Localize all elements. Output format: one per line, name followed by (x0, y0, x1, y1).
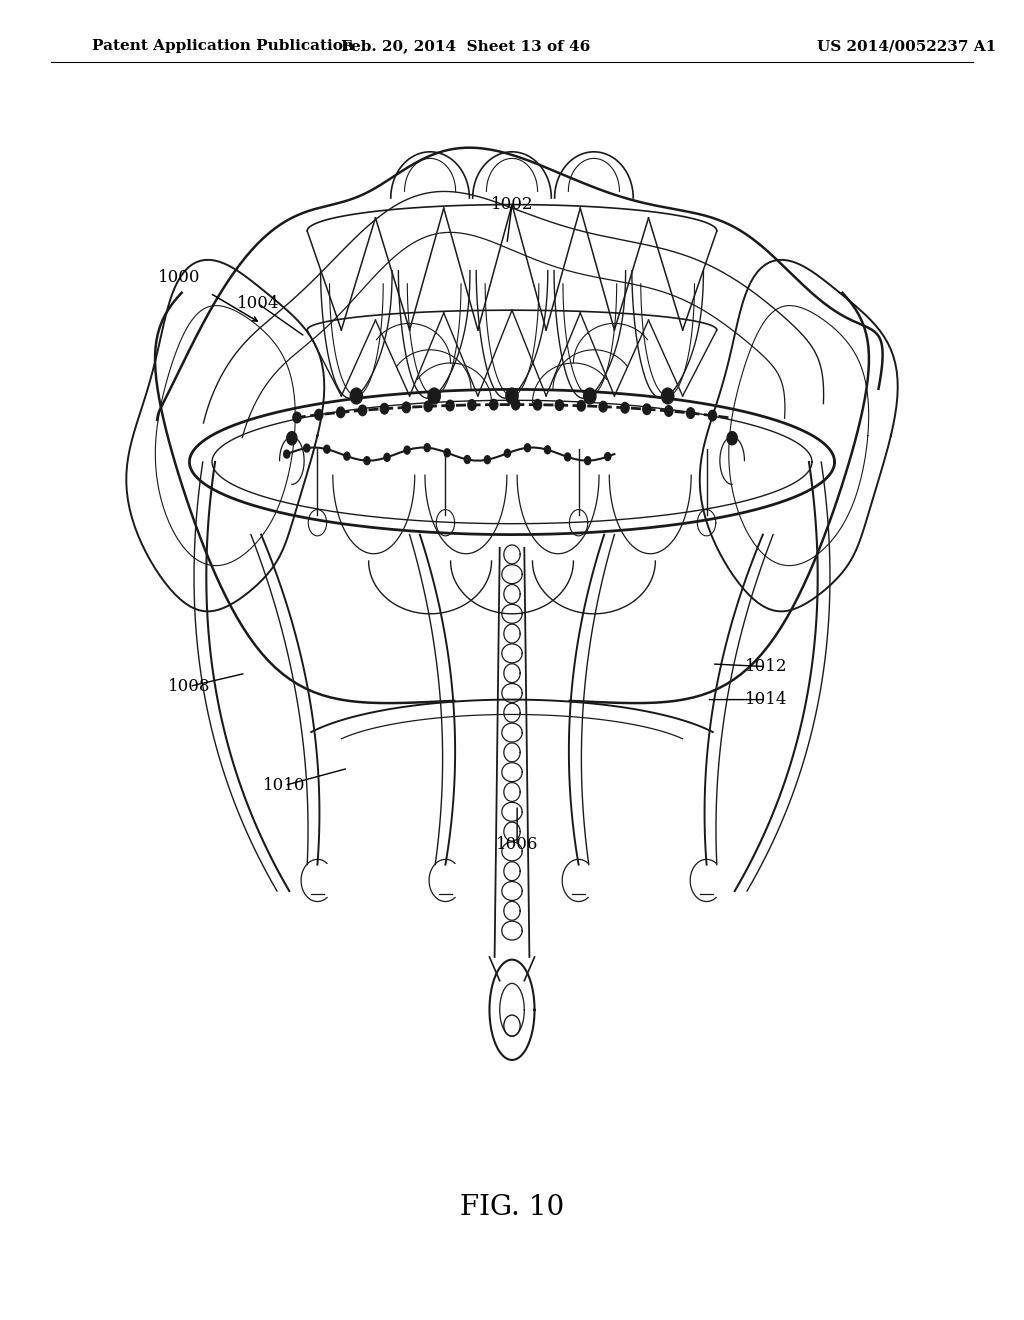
Text: 1006: 1006 (496, 837, 539, 853)
Circle shape (424, 401, 432, 412)
Text: 1002: 1002 (490, 197, 534, 213)
Circle shape (662, 388, 674, 404)
Circle shape (350, 388, 362, 404)
Circle shape (380, 404, 388, 414)
Circle shape (304, 444, 310, 451)
Circle shape (604, 453, 610, 461)
Circle shape (534, 400, 542, 411)
Circle shape (324, 445, 330, 453)
Circle shape (344, 453, 350, 461)
Text: 1014: 1014 (744, 692, 787, 708)
Circle shape (686, 408, 694, 418)
Text: 1004: 1004 (237, 296, 280, 312)
Circle shape (424, 444, 430, 451)
Circle shape (599, 401, 607, 412)
Circle shape (358, 405, 367, 416)
Circle shape (384, 453, 390, 461)
Circle shape (337, 407, 345, 417)
Circle shape (524, 444, 530, 451)
Circle shape (293, 412, 301, 422)
Circle shape (727, 432, 737, 445)
Text: 1000: 1000 (158, 269, 201, 285)
Circle shape (428, 388, 440, 404)
Circle shape (584, 388, 596, 404)
Circle shape (364, 457, 370, 465)
Circle shape (464, 455, 470, 463)
Circle shape (512, 400, 520, 411)
Circle shape (489, 400, 498, 411)
Circle shape (621, 403, 629, 413)
Text: Patent Application Publication: Patent Application Publication (92, 40, 354, 53)
Text: 1008: 1008 (168, 678, 211, 694)
Circle shape (505, 449, 511, 457)
Text: 1012: 1012 (744, 659, 787, 675)
Text: Feb. 20, 2014  Sheet 13 of 46: Feb. 20, 2014 Sheet 13 of 46 (341, 40, 591, 53)
Text: US 2014/0052237 A1: US 2014/0052237 A1 (816, 40, 996, 53)
Circle shape (665, 405, 673, 416)
Circle shape (445, 400, 454, 411)
Circle shape (484, 455, 490, 463)
Circle shape (444, 449, 451, 457)
Circle shape (287, 432, 297, 445)
Circle shape (585, 457, 591, 465)
Circle shape (284, 450, 290, 458)
Text: 1010: 1010 (263, 777, 306, 793)
Text: FIG. 10: FIG. 10 (460, 1195, 564, 1221)
Circle shape (468, 400, 476, 411)
Circle shape (578, 400, 586, 411)
Circle shape (555, 400, 563, 411)
Circle shape (564, 453, 570, 461)
Circle shape (506, 388, 518, 404)
Circle shape (404, 446, 411, 454)
Circle shape (709, 411, 717, 421)
Circle shape (314, 409, 323, 420)
Circle shape (402, 403, 411, 413)
Circle shape (545, 446, 551, 454)
Circle shape (643, 404, 651, 414)
